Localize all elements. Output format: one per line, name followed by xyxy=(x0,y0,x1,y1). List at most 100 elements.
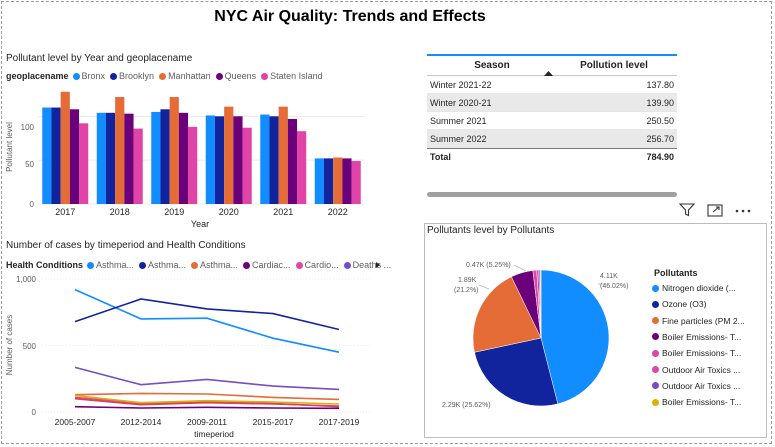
bar[interactable] xyxy=(151,111,161,204)
cell-season: Winter 2020-21 xyxy=(430,97,492,108)
bar[interactable] xyxy=(169,97,179,204)
bar[interactable] xyxy=(51,107,61,204)
bar[interactable] xyxy=(297,131,307,204)
bar[interactable] xyxy=(269,116,279,204)
line-x-tick: 2017-2019 xyxy=(319,417,360,427)
pie-legend-item[interactable]: Outdoor Air Toxics ... xyxy=(652,365,740,375)
filter-icon[interactable] xyxy=(679,203,695,217)
pie-slice[interactable] xyxy=(539,269,542,339)
pie-data-label: 2.29K (25.62%) xyxy=(442,402,491,409)
table-row[interactable]: Summer 2022 256.70 xyxy=(427,130,677,148)
bar-x-axis-label: Year xyxy=(191,219,209,229)
bar[interactable] xyxy=(278,106,288,204)
series-line[interactable] xyxy=(74,298,340,331)
legend-dot xyxy=(139,261,147,269)
pie-data-label: (21.2%) xyxy=(454,287,479,294)
series-line[interactable] xyxy=(74,394,340,405)
pie-legend-item[interactable]: Ozone (O3) xyxy=(652,299,706,309)
pie-legend-item[interactable]: Nitrogen dioxide (... xyxy=(652,283,736,293)
series-line[interactable] xyxy=(74,288,340,353)
bar[interactable] xyxy=(115,97,125,204)
bar[interactable] xyxy=(133,128,143,204)
bar[interactable] xyxy=(224,106,234,204)
bar[interactable] xyxy=(124,113,134,204)
line-x-tick: 2009-2011 xyxy=(187,417,227,427)
pie-chart[interactable]: 4.11K (46.02%) 2.29K (25.62%) 1.89K (21.… xyxy=(426,240,651,420)
cell-level: 139.90 xyxy=(646,97,674,108)
legend-item[interactable]: Brooklyn xyxy=(110,71,154,81)
legend-item[interactable]: Deaths ... xyxy=(343,260,391,270)
legend-item[interactable]: Cardio... xyxy=(295,260,339,270)
pie-legend-item[interactable]: Outdoor Air Toxics ... xyxy=(652,381,740,391)
bar[interactable] xyxy=(323,158,334,204)
pie-slice[interactable] xyxy=(474,337,559,407)
legend-dot xyxy=(295,261,303,269)
bar[interactable] xyxy=(42,107,52,204)
legend-item[interactable]: Asthma... xyxy=(139,260,186,270)
series-line[interactable] xyxy=(74,392,340,401)
line-y-axis-label: Number of cases xyxy=(5,315,14,375)
bar-chart[interactable]: Pollutant level 100 50 0 2017 2018 2019 202… xyxy=(0,85,375,230)
pie-visual-container[interactable] xyxy=(424,223,767,438)
legend-label: Outdoor Air Toxics ... xyxy=(662,364,741,375)
bar[interactable] xyxy=(314,158,324,204)
pie-legend-item[interactable]: Boiler Emissions- T... xyxy=(652,348,741,358)
chevron-right-icon[interactable] xyxy=(374,261,382,269)
legend-label: Brooklyn xyxy=(119,71,155,81)
bar[interactable] xyxy=(160,109,170,204)
bar[interactable] xyxy=(69,109,80,204)
table-horizontal-scrollbar[interactable] xyxy=(427,192,677,197)
pie-slice[interactable] xyxy=(472,276,542,353)
column-header-pollution-level[interactable]: Pollution level xyxy=(580,60,648,71)
bar[interactable] xyxy=(79,123,89,204)
legend-dot xyxy=(652,382,659,390)
table-row[interactable]: Winter 2020-21 139.90 xyxy=(427,94,677,112)
legend-dot xyxy=(652,317,659,325)
sort-ascending-icon[interactable] xyxy=(544,70,553,76)
bar[interactable] xyxy=(188,126,198,204)
bar[interactable] xyxy=(205,115,215,204)
pie-legend-item[interactable]: Fine particles (PM 2... xyxy=(652,316,745,326)
focus-mode-icon[interactable] xyxy=(707,204,723,217)
bar-x-tick: 2018 xyxy=(110,207,130,217)
bar[interactable] xyxy=(287,118,298,204)
legend-item[interactable]: Queens xyxy=(215,71,256,81)
legend-label: Boiler Emissions- T... xyxy=(662,331,742,342)
bar[interactable] xyxy=(233,116,243,204)
legend-item[interactable]: Asthma... xyxy=(87,260,134,270)
bar[interactable] xyxy=(105,112,116,204)
pie-slice[interactable] xyxy=(540,269,610,405)
legend-item[interactable]: Staten Island xyxy=(261,71,323,81)
pie-legend-item[interactable]: Boiler Emissions- T... xyxy=(652,397,741,407)
legend-item[interactable]: Cardiac... xyxy=(243,260,291,270)
series-line[interactable] xyxy=(74,405,340,410)
bar[interactable] xyxy=(178,112,189,204)
bar[interactable] xyxy=(342,158,352,204)
line-x-axis-label: timeperiod xyxy=(194,429,234,439)
legend-item[interactable]: Asthma... xyxy=(191,260,238,270)
series-line[interactable] xyxy=(74,366,340,391)
more-options-icon[interactable] xyxy=(734,208,752,214)
line-chart[interactable]: Number of cases 1,000 500 0 2005-2007 201… xyxy=(0,270,375,442)
bar[interactable] xyxy=(333,157,343,204)
table-row[interactable]: Winter 2021-22 137.80 xyxy=(427,76,677,94)
bar[interactable] xyxy=(242,127,252,204)
bar[interactable] xyxy=(351,161,361,204)
bar[interactable] xyxy=(60,91,70,204)
bar-chart-title: Pollutant level by Year and geoplacename xyxy=(6,53,193,64)
table-row[interactable]: Summer 2021 250.50 xyxy=(427,112,677,130)
season-pollution-table[interactable]: Season Pollution level Winter 2021-22 13… xyxy=(427,54,677,164)
bar[interactable] xyxy=(260,114,270,204)
legend-label: Fine particles (PM 2... xyxy=(662,315,745,326)
series-line[interactable] xyxy=(74,397,340,407)
bar[interactable] xyxy=(96,112,106,204)
legend-item[interactable]: Bronx xyxy=(72,71,105,81)
legend-dot xyxy=(652,333,659,341)
column-header-season[interactable]: Season xyxy=(474,60,510,71)
pie-legend-item[interactable]: Boiler Emissions- T... xyxy=(652,332,741,342)
legend-item[interactable]: Manhattan xyxy=(159,71,211,81)
line-y-tick: 0 xyxy=(32,408,37,417)
bar[interactable] xyxy=(214,116,225,204)
bar-chart-legend[interactable]: geoplacename Bronx Brooklyn Manhattan Queen… xyxy=(6,71,328,81)
line-chart-legend[interactable]: Health Conditions Asthma... Asthma... Asth… xyxy=(6,260,396,270)
